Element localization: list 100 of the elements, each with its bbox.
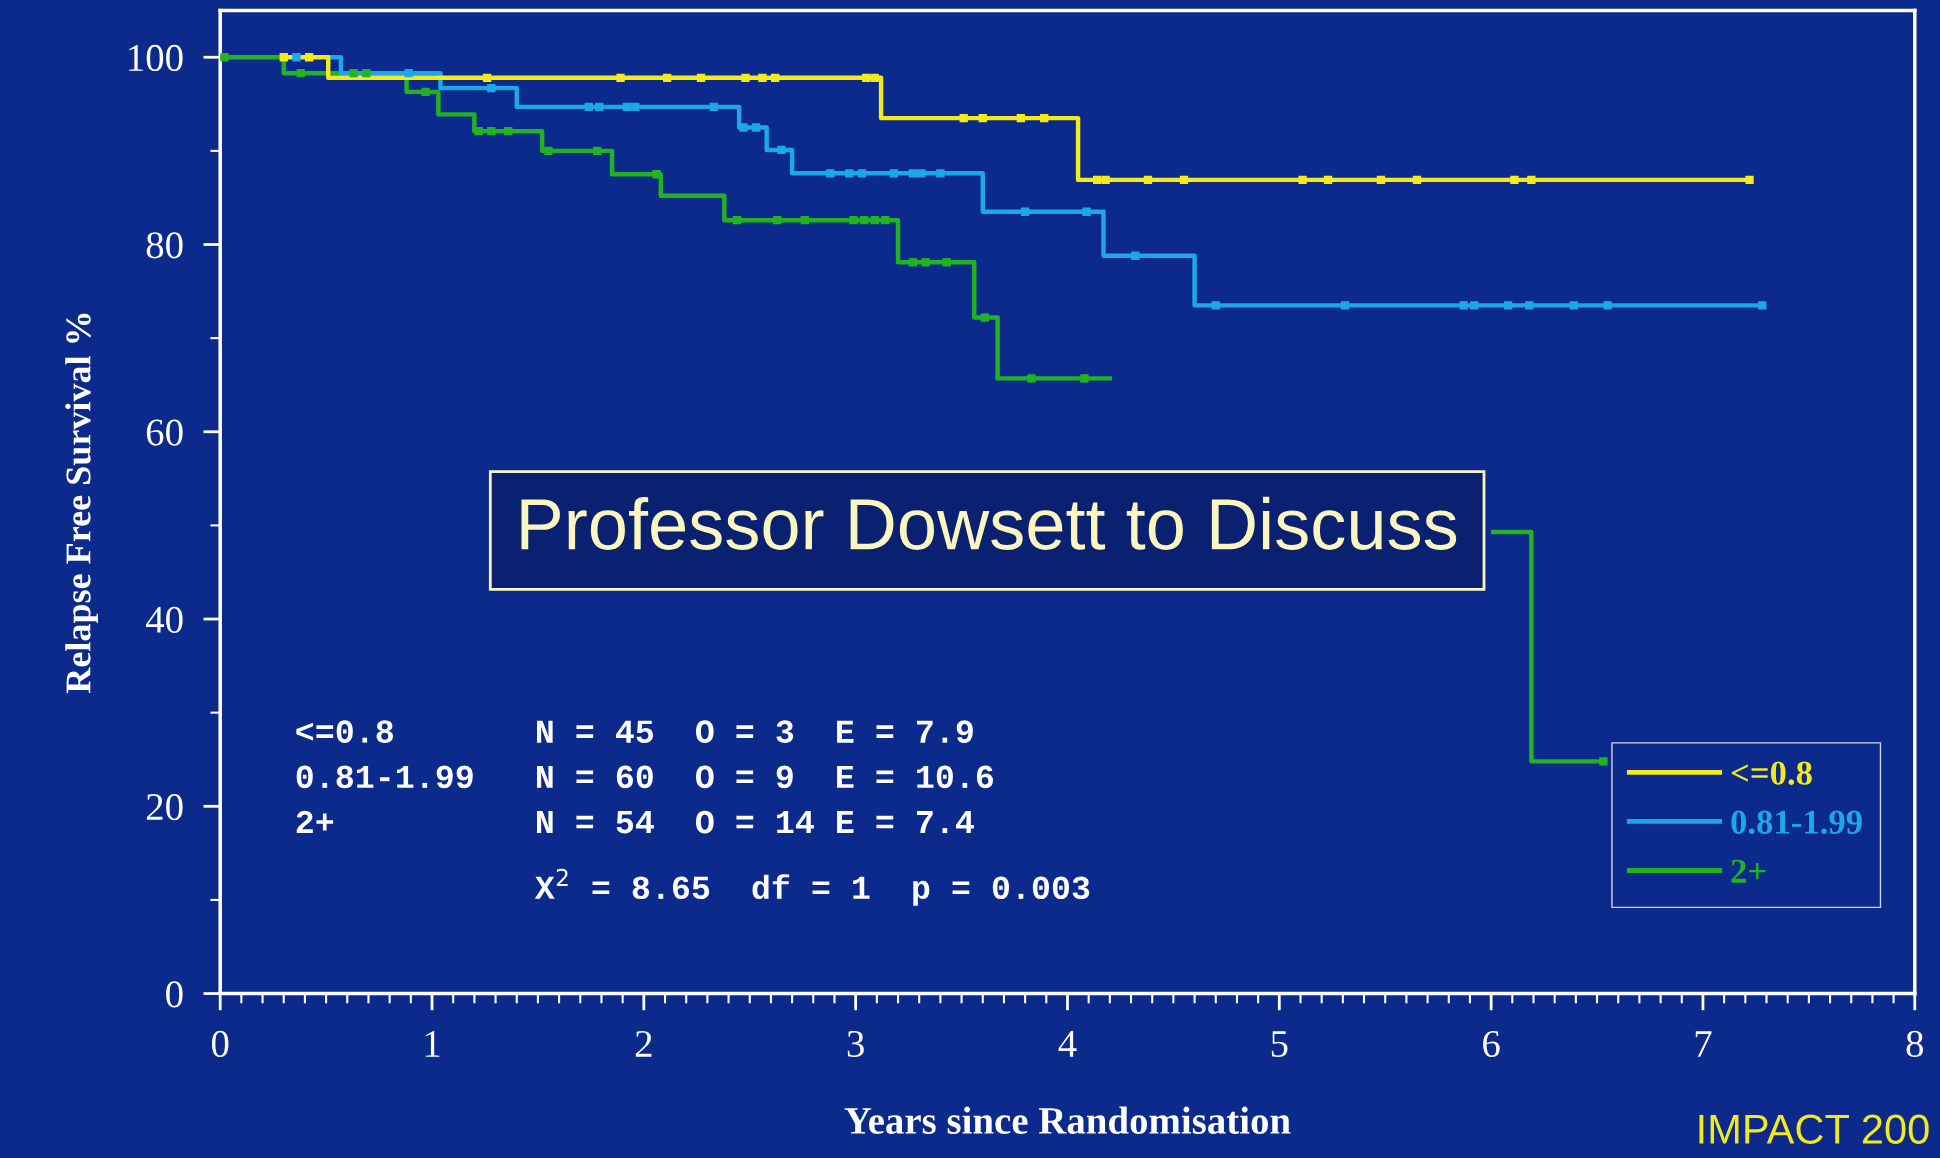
point [870, 73, 879, 82]
point [487, 83, 496, 93]
x-tick-label: 5 [1271, 1031, 1288, 1058]
point [474, 127, 483, 136]
point [1101, 175, 1110, 185]
y-axis-title: Relapse Free Survival % [65, 313, 98, 694]
point [980, 313, 990, 322]
point [732, 215, 742, 225]
point [908, 258, 918, 267]
x-tick-label: 7 [1695, 1031, 1712, 1057]
point [777, 145, 786, 155]
point [1376, 175, 1386, 185]
point [1179, 175, 1189, 185]
point [292, 53, 301, 62]
point [631, 102, 640, 112]
point [662, 73, 672, 82]
point [826, 169, 835, 178]
point [349, 68, 358, 78]
point [773, 215, 782, 225]
point [1040, 113, 1049, 123]
point [1603, 301, 1612, 310]
point [1020, 207, 1030, 216]
point [504, 127, 513, 136]
point [696, 73, 706, 82]
x-tick-label: 2 [635, 1030, 652, 1057]
point [220, 53, 229, 62]
point [936, 169, 945, 178]
point [709, 102, 718, 112]
point [800, 215, 809, 225]
point [1470, 301, 1479, 310]
point [622, 102, 632, 112]
point [1599, 757, 1608, 766]
y-tick-label: 20 [146, 793, 183, 821]
point [584, 102, 593, 112]
point [921, 258, 930, 267]
annotation: Professor Dowsett to Discuss [521, 496, 1457, 550]
x-axis-title: Years since Randomisation [844, 1106, 1291, 1134]
point [362, 68, 371, 78]
x-tick-label: 6 [1483, 1030, 1500, 1058]
point [859, 215, 869, 225]
point [881, 215, 890, 225]
point [1080, 374, 1089, 383]
point [1758, 301, 1767, 310]
point [1027, 374, 1036, 383]
annotation: 2+ N = 54 O = 14 E = 7.4 [296, 810, 974, 834]
legend-label: 2+ [1731, 859, 1766, 883]
point [917, 169, 926, 178]
legend-label: <=0.8 [1731, 761, 1812, 785]
x-tick-label: 4 [1058, 1031, 1077, 1057]
x-tick-label: 0 [211, 1030, 229, 1058]
point [595, 102, 604, 112]
point [942, 258, 951, 267]
point [1323, 175, 1333, 185]
point [1340, 301, 1350, 310]
point [487, 127, 496, 136]
point [771, 73, 780, 82]
text: IMPACT 200 [1699, 1114, 1929, 1144]
point [593, 146, 602, 156]
point [1459, 301, 1468, 310]
point [870, 215, 879, 225]
y-tick-label: 60 [146, 419, 183, 446]
point [1092, 175, 1102, 185]
point [1745, 175, 1754, 185]
point [862, 73, 871, 82]
annotation: <=0.8 N = 45 O = 3 E = 7.9 [296, 720, 973, 744]
point [751, 123, 761, 132]
annotation: 0.81-1.99 N = 60 O = 9 E = 10.6 [296, 765, 994, 789]
point [616, 73, 625, 82]
y-tick-label: 0 [166, 981, 183, 1008]
point [1569, 301, 1578, 310]
y-tick-label: 80 [146, 232, 183, 259]
y-tick-label: 100 [129, 44, 183, 72]
point [741, 73, 750, 82]
point [404, 68, 413, 78]
point [978, 113, 987, 123]
legend-label: 0.81-1.99 [1731, 810, 1862, 835]
x-tick-label: 1 [425, 1030, 440, 1057]
point [959, 113, 968, 123]
point [1503, 301, 1513, 310]
point [1082, 207, 1091, 216]
point [544, 146, 553, 156]
point [849, 215, 858, 225]
y-tick-label: 40 [145, 606, 183, 633]
point [296, 68, 305, 78]
point [1510, 175, 1519, 185]
point [908, 169, 918, 178]
point [482, 73, 492, 82]
point [1525, 301, 1534, 310]
point [1412, 175, 1422, 185]
point [1298, 175, 1307, 185]
point [279, 53, 288, 62]
point [652, 170, 661, 179]
point [1527, 175, 1536, 185]
point [889, 169, 898, 178]
point [1016, 113, 1026, 123]
point [1131, 251, 1140, 260]
point [1211, 301, 1220, 310]
annotation: X$^{2}$ = 8.65 df = 1 p = 0.003 [534, 868, 1090, 906]
x-tick-label: 3 [847, 1030, 864, 1058]
point [304, 53, 314, 62]
